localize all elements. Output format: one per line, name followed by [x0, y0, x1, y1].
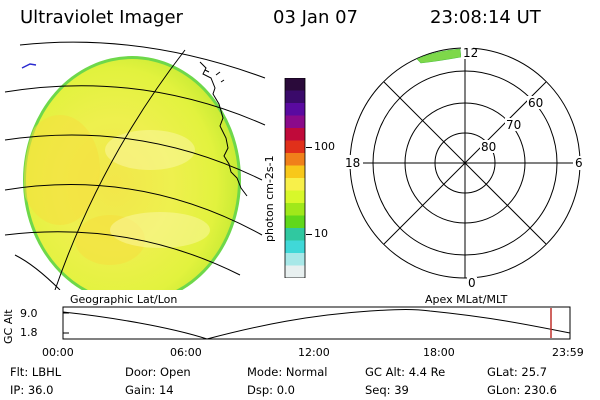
- lat-lon-grid: [4, 41, 266, 290]
- timeline-y-tick: 9.0: [20, 307, 38, 320]
- colorbar-segment: [285, 90, 305, 104]
- timeline-x-tick: 06:00: [170, 346, 202, 359]
- colorbar-segment: [285, 215, 305, 229]
- colorbar-tick-label: 100: [314, 140, 335, 153]
- colorbar-segment: [285, 128, 305, 141]
- mlt-label-0: 0: [468, 276, 476, 290]
- geographic-caption: Geographic Lat/Lon: [70, 293, 178, 306]
- earth-image-panel: [4, 41, 266, 290]
- mlt-label-18: 18: [345, 156, 360, 170]
- timeline-x-tick: 23:59: [552, 346, 584, 359]
- altitude-curve: [62, 309, 571, 340]
- time-label: 23:08:14 UT: [430, 7, 541, 28]
- colorbar-segment: [285, 240, 305, 254]
- timeline-x-tick: 18:00: [423, 346, 455, 359]
- info-gc-alt: GC Alt: 4.4 Re: [365, 365, 446, 379]
- timeline-y-label: GC Alt: [2, 309, 15, 344]
- apex-caption: Apex MLat/MLT: [425, 293, 508, 306]
- colorbar-tick: [306, 234, 312, 235]
- colorbar-label: photon cm-2s-1: [263, 155, 276, 242]
- colorbar-segment: [285, 165, 305, 179]
- colorbar-segment: [285, 190, 305, 204]
- colorbar-segment: [285, 153, 305, 166]
- colorbar-segment: [285, 265, 305, 278]
- altitude-timeline: [62, 306, 571, 340]
- colorbar-segment: [285, 228, 305, 241]
- info-mode: Mode: Normal: [247, 365, 328, 379]
- info-dsp: Dsp: 0.0: [247, 383, 295, 397]
- info-glon: GLon: 230.6: [487, 383, 557, 397]
- lat-label-70: 70: [506, 118, 521, 132]
- lat-label-60: 60: [528, 96, 543, 110]
- colorbar-tick-label: 10: [314, 227, 328, 240]
- colorbar-segment: [285, 140, 305, 154]
- timeline-x-tick: 12:00: [298, 346, 330, 359]
- timeline-y-tick: 1.8: [20, 326, 38, 339]
- colorbar-segment: [285, 178, 305, 191]
- info-glat: GLat: 25.7: [487, 365, 548, 379]
- lat-label-80: 80: [481, 140, 496, 154]
- colorbar-segment: [285, 115, 305, 129]
- info-flt: Flt: LBHL: [10, 365, 62, 379]
- timeline-x-tick: 00:00: [42, 346, 74, 359]
- mlt-label-6: 6: [575, 156, 583, 170]
- info-ip: IP: 36.0: [10, 383, 54, 397]
- info-door: Door: Open: [125, 365, 191, 379]
- aurora-trace: [21, 63, 37, 69]
- colorbar-segment: [285, 78, 305, 91]
- info-seq: Seq: 39: [365, 383, 409, 397]
- coastline: [199, 61, 248, 197]
- colorbar-segment: [285, 203, 305, 216]
- date-label: 03 Jan 07: [273, 7, 358, 28]
- colorbar-tick: [306, 147, 312, 148]
- colorbar: [284, 78, 306, 278]
- colorbar-segment: [285, 253, 305, 266]
- colorbar-segment: [285, 103, 305, 116]
- mlt-label-12: 12: [463, 46, 478, 60]
- instrument-title: Ultraviolet Imager: [20, 7, 183, 28]
- polar-mlt-plot: 12 18 6 0 80 70 60: [345, 46, 583, 290]
- info-gain: Gain: 14: [125, 383, 174, 397]
